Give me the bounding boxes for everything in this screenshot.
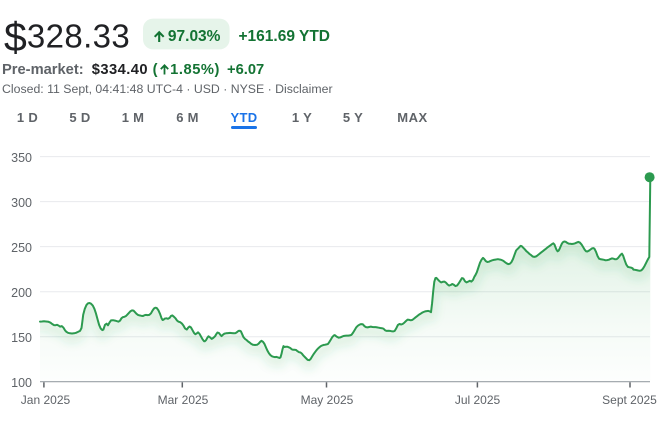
svg-text:100: 100 bbox=[11, 376, 32, 390]
svg-text:Jul 2025: Jul 2025 bbox=[455, 393, 501, 407]
svg-text:250: 250 bbox=[11, 241, 32, 255]
svg-text:350: 350 bbox=[11, 151, 32, 165]
svg-text:200: 200 bbox=[11, 286, 32, 300]
svg-text:+161.69 YTD: +161.69 YTD bbox=[239, 28, 331, 45]
svg-text:300: 300 bbox=[11, 196, 32, 210]
svg-text:Sept 2025: Sept 2025 bbox=[602, 393, 657, 407]
svg-text:150: 150 bbox=[11, 331, 32, 345]
svg-text:Jan 2025: Jan 2025 bbox=[21, 393, 71, 407]
svg-text:97.03%: 97.03% bbox=[168, 28, 221, 45]
svg-text:May 2025: May 2025 bbox=[301, 393, 354, 407]
svg-text:Mar 2025: Mar 2025 bbox=[158, 393, 209, 407]
svg-text:$328.33: $328.33 bbox=[4, 14, 130, 60]
